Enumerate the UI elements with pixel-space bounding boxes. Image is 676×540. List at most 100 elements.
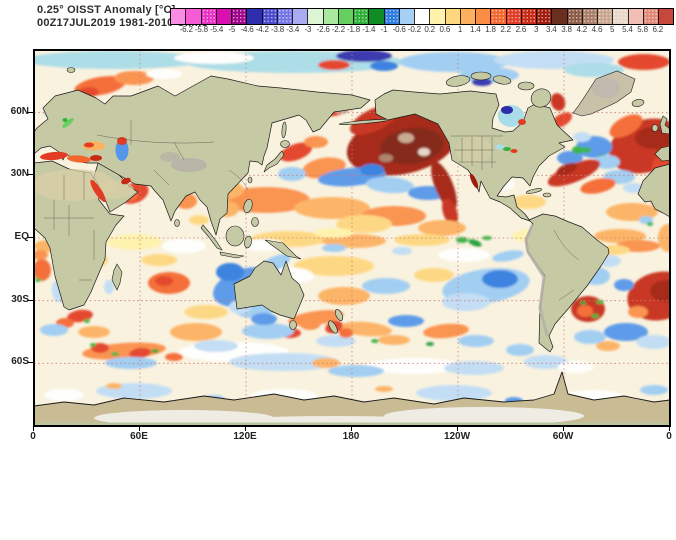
lat-tick <box>28 111 33 113</box>
colorbar-tick-label: 1.4 <box>469 25 481 34</box>
colorbar-tick-label: -2.2 <box>331 25 345 34</box>
lat-label-60s: 60S <box>11 356 29 368</box>
anomaly-patch <box>340 321 392 337</box>
landmass-aleutians <box>338 119 390 125</box>
lat-label-30s: 30S <box>11 293 29 305</box>
colorbar-tick-label: -5.8 <box>194 25 208 34</box>
anomaly-patch <box>604 323 648 341</box>
colorbar-cell <box>368 9 384 24</box>
anomaly-patch <box>510 195 546 209</box>
lon-tick <box>457 426 458 431</box>
colorbar-cell <box>398 9 414 24</box>
colorbar-tick-label: 6.2 <box>652 25 664 34</box>
tibetan-plateau <box>171 158 207 172</box>
colorbar-tick-label: -5 <box>228 25 236 34</box>
anomaly-patch <box>294 256 374 276</box>
colorbar-cell <box>215 9 231 24</box>
colorbar-cell <box>276 9 292 24</box>
colorbar-cell <box>551 9 567 24</box>
lat-tick <box>28 362 33 364</box>
anomaly-patch <box>501 106 513 114</box>
anomaly-patch <box>444 361 504 375</box>
world-map-frame <box>33 49 671 427</box>
anomaly-patch <box>418 220 466 236</box>
landmass-java <box>219 251 245 259</box>
colorbar-tick-label: 3 <box>533 25 539 34</box>
lon-label-4: 120W <box>443 431 471 442</box>
lon-label-3: 180 <box>342 431 360 442</box>
landmass-cuba <box>525 188 543 194</box>
anomaly-patch <box>482 270 518 288</box>
anomaly-patch <box>165 353 183 361</box>
anomaly-patch <box>442 293 490 311</box>
anomaly-patch <box>574 330 606 344</box>
colorbar-tick-label: -4.2 <box>255 25 269 34</box>
anomaly-patch <box>194 340 238 352</box>
anomaly-patch <box>392 247 412 255</box>
colorbar-tick-label: 1.8 <box>485 25 496 34</box>
anomaly-patch <box>572 146 584 154</box>
anomaly-patch <box>394 234 450 246</box>
anomaly-patch <box>312 358 340 368</box>
anomaly-patch <box>170 323 222 341</box>
anomaly-patch <box>456 237 468 243</box>
anomaly-patch <box>658 224 670 252</box>
colorbar-cell <box>597 9 613 24</box>
anomaly-patch <box>503 147 511 151</box>
anomaly-patch <box>251 313 277 325</box>
anomaly-patch <box>418 148 430 156</box>
lat-tick <box>28 299 33 301</box>
colorbar-cell <box>658 9 674 24</box>
anomaly-patch <box>379 154 393 162</box>
anomaly-patch <box>558 361 594 373</box>
landmass-uk <box>659 115 670 135</box>
anomaly-patch <box>40 151 68 161</box>
colorbar-cell <box>322 9 338 24</box>
lon-tick <box>563 426 564 431</box>
colorbar-tick-label: -1.4 <box>362 25 376 34</box>
anomaly-patch <box>141 254 177 266</box>
anomaly-patch <box>117 137 127 145</box>
anomaly-patch <box>370 61 398 71</box>
colorbar-tick-label: -3.4 <box>286 25 300 34</box>
colorbar-cell <box>581 9 597 24</box>
anomaly-patch <box>318 60 350 70</box>
landmass-australia <box>233 260 305 320</box>
landmass-hokkaido <box>280 140 290 148</box>
anomaly-patch <box>591 314 599 318</box>
colorbar-tick-label: 2.2 <box>500 25 511 34</box>
colorbar-tick-label: -1 <box>380 25 388 34</box>
anomaly-patch <box>105 357 157 369</box>
anomaly-patch <box>299 316 321 330</box>
anomaly-patch <box>469 173 479 189</box>
colorbar-cell <box>231 9 247 24</box>
lon-label-1: 60E <box>130 431 148 442</box>
anomaly-patch <box>174 52 254 64</box>
colorbar-cell <box>444 9 460 24</box>
lat-label-60n: 60N <box>10 105 29 117</box>
landmass-svalbard <box>66 67 76 73</box>
anomaly-patch <box>129 347 151 359</box>
anomaly-patch <box>189 215 209 225</box>
colorbar-tick-label: 4.6 <box>591 25 603 34</box>
inland-seas-lakes <box>40 105 526 203</box>
anomaly-patch <box>596 341 620 351</box>
anomaly-patch <box>580 301 586 305</box>
anomaly-patch <box>640 385 668 395</box>
arctic-island <box>470 71 492 81</box>
anomaly-patch <box>375 386 393 392</box>
colorbar-cell <box>566 9 582 24</box>
arctic-island <box>517 81 535 91</box>
antarctic-base-strip <box>34 422 670 426</box>
lon-tick <box>669 426 670 431</box>
anomaly-patch <box>618 54 670 70</box>
landmass-sri-lanka <box>174 219 180 227</box>
anomaly-patch <box>468 239 482 247</box>
figure-title: 0.25° OISST Anomaly [°C] <box>37 4 176 16</box>
anomaly-patch <box>552 112 572 128</box>
anomaly-patch <box>104 280 114 294</box>
anomaly-patch <box>557 151 583 165</box>
landmass-west-africa-edge <box>637 163 670 218</box>
anomaly-patch <box>472 78 492 86</box>
